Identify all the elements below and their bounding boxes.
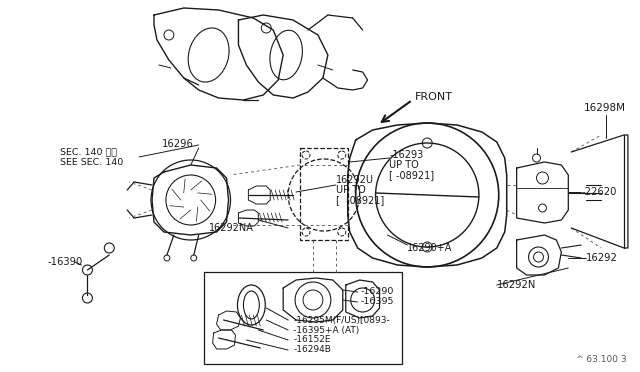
Text: SEE SEC. 140: SEE SEC. 140: [60, 157, 123, 167]
Text: UP TO: UP TO: [390, 160, 419, 170]
Text: UP TO: UP TO: [336, 185, 365, 195]
Text: 16292U: 16292U: [336, 175, 374, 185]
Text: -16395+A (AT): -16395+A (AT): [293, 326, 359, 334]
Text: 16292: 16292: [586, 253, 618, 263]
Bar: [300, 148, 348, 240]
Text: ^ 63.100 3: ^ 63.100 3: [576, 356, 627, 365]
Text: 16290+A: 16290+A: [407, 243, 452, 253]
Text: -16294B: -16294B: [293, 346, 331, 355]
Text: -16395: -16395: [361, 298, 394, 307]
Text: 16298M: 16298M: [584, 103, 626, 113]
Text: -16390: -16390: [48, 257, 83, 267]
Text: 16292N: 16292N: [497, 280, 536, 290]
Text: -16152E: -16152E: [293, 336, 331, 344]
Text: -16295M(F/US)[0893-: -16295M(F/US)[0893-: [293, 315, 390, 324]
Text: -22620: -22620: [581, 187, 616, 197]
Text: FRONT: FRONT: [415, 92, 453, 102]
Text: [  -08921]: [ -08921]: [336, 195, 384, 205]
Bar: [204, 272, 403, 364]
Text: 16296: 16296: [162, 139, 194, 149]
Text: [ -08921]: [ -08921]: [390, 170, 435, 180]
Text: 16292NA: 16292NA: [209, 223, 253, 233]
Text: SEC. 140 参照: SEC. 140 参照: [60, 148, 116, 157]
Text: -16293: -16293: [390, 150, 424, 160]
Text: -16290: -16290: [361, 288, 394, 296]
